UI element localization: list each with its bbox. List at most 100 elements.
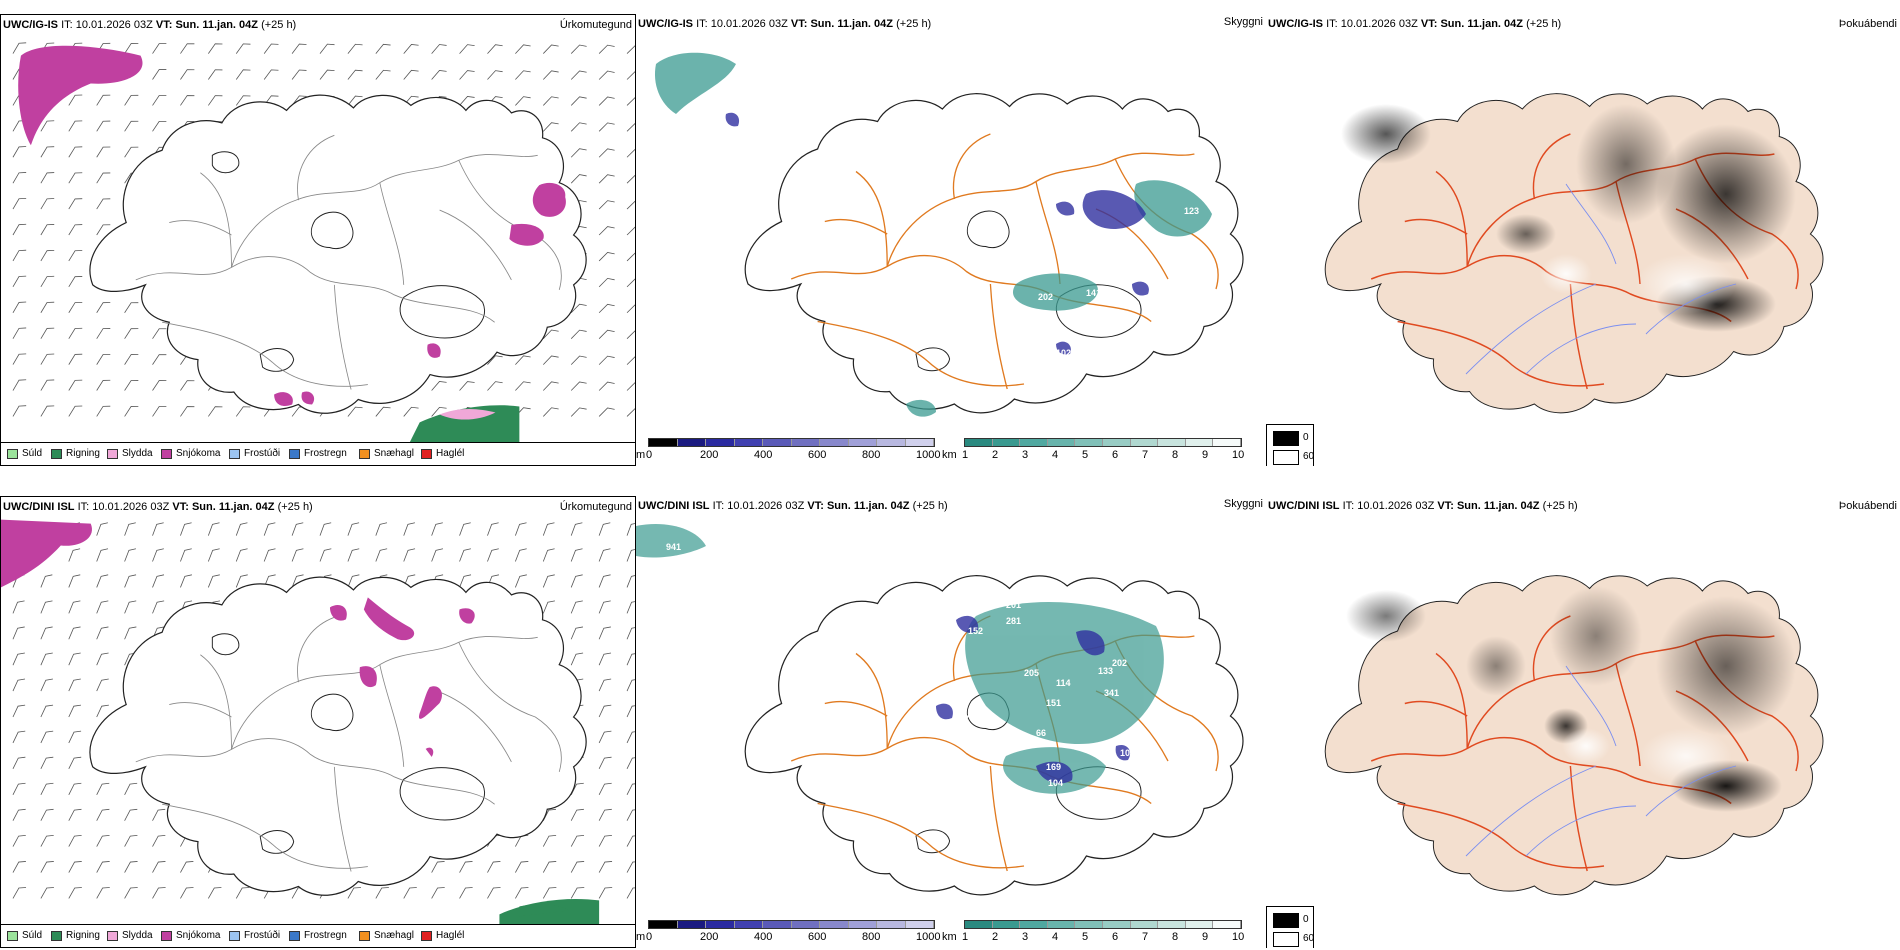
ceiling-value-label: 95 [684, 106, 694, 116]
wind-barb [515, 522, 527, 536]
wind-barb [96, 626, 109, 640]
wind-barb [96, 834, 110, 847]
panel-title: Þokuábendi [1838, 500, 1897, 512]
wind-barb [570, 574, 583, 588]
wind-barb [40, 146, 55, 158]
legend-item-snjókoma: Snjókoma [161, 930, 220, 941]
wind-barb [96, 704, 109, 718]
wind-barb [459, 522, 471, 536]
wind-barb [68, 887, 82, 899]
wind-barb [375, 406, 391, 417]
ceiling-value-label: 117 [1126, 760, 1141, 770]
wind-barb [347, 69, 363, 80]
visibility-map: 145 95 48 55 123 202 141 73 102 [654, 48, 1244, 417]
wind-barb [40, 730, 54, 744]
wind-barb [626, 730, 635, 744]
wind-barb [598, 704, 612, 718]
wind-barb [626, 861, 635, 873]
wind-barb [487, 861, 501, 873]
ceiling-value-label: 169 [1046, 762, 1061, 772]
wind-barb [570, 834, 585, 847]
wind-barb [431, 548, 444, 562]
wind-barb [180, 69, 195, 80]
legend-label: Rigning [66, 930, 100, 941]
colorbar-tick: 6 [1112, 449, 1119, 461]
rivers [1465, 183, 1737, 375]
wind-barb [626, 756, 635, 770]
fog-legend-low: 0 [1303, 914, 1309, 925]
precip-type-panel-row1: UWC/IG-IS IT: 10.01.2026 03Z VT: Sun. 11… [0, 14, 636, 466]
colorbar-tick: 1 [962, 449, 969, 461]
wind-barb [40, 808, 54, 821]
wind-barb [40, 172, 55, 184]
wind-barb [40, 353, 55, 365]
fog-intensity [1341, 104, 1796, 332]
wind-barb [40, 574, 53, 588]
ceiling-value-label: 202 [1112, 658, 1127, 668]
wind-barb [515, 70, 531, 80]
wind-barb [180, 548, 192, 562]
wind-barb [152, 548, 164, 562]
wind-barb [68, 353, 83, 365]
wind-barb [12, 834, 26, 847]
wind-barb [12, 197, 27, 210]
wind-barb [12, 275, 27, 288]
legend-item-rigning: Rigning [51, 448, 100, 459]
visibility-unit: km [942, 931, 957, 943]
wind-barb [403, 548, 416, 562]
fog-map [1324, 93, 1824, 414]
wind-barb [626, 834, 635, 847]
wind-barb [152, 380, 167, 391]
wind-barb [459, 548, 471, 562]
wind-barb [12, 405, 27, 417]
panel-header: UWC/DINI ISL IT: 10.01.2026 03Z VT: Sun.… [3, 501, 632, 513]
wind-barb [570, 887, 585, 899]
wind-barb [626, 174, 635, 184]
ceiling-value-label: 152 [968, 626, 983, 636]
wind-barb [459, 70, 475, 80]
wind-barb [12, 353, 27, 365]
wind-barb [12, 782, 26, 795]
wind-barb [124, 120, 139, 132]
wind-barb [96, 782, 110, 795]
wind-barb [124, 834, 138, 847]
wind-barb [152, 69, 167, 80]
wind-barb [570, 70, 587, 80]
wind-barb [570, 355, 587, 365]
colorbar-tick: 7 [1142, 931, 1149, 943]
wind-barb [207, 887, 222, 899]
wind-barb [124, 302, 139, 313]
snow-areas [18, 45, 566, 407]
ceiling-colorbar: m 0 200 400 600 800 1000 [636, 438, 940, 466]
wind-barb [403, 44, 419, 54]
wind-barb [235, 574, 248, 588]
wind-barb [124, 574, 137, 588]
wind-barb [431, 44, 447, 54]
wind-barb [291, 522, 304, 536]
wind-barb [626, 652, 635, 666]
wind-barb [12, 301, 27, 313]
wind-barb [347, 43, 363, 54]
wind-barb [235, 887, 250, 899]
wind-barb [96, 652, 109, 666]
wind-barb [124, 782, 138, 795]
panel-title: Þokuábendi [1838, 18, 1897, 30]
wind-barb [96, 172, 111, 184]
panel-header: UWC/DINI ISL IT: 10.01.2026 03Z VT: Sun.… [1268, 500, 1897, 512]
wind-barb [570, 407, 587, 417]
wind-barb [542, 600, 555, 614]
wind-barb [180, 861, 194, 873]
snow-areas [1, 519, 475, 757]
legend-label: Snjókoma [176, 930, 221, 941]
wind-barb [96, 198, 111, 210]
wind-barb [68, 652, 81, 666]
wind-barb [263, 69, 279, 80]
legend-swatch [107, 448, 118, 459]
wind-barb [570, 174, 587, 184]
wind-barb [543, 44, 559, 54]
precip-type-panel-row2: UWC/DINI ISL IT: 10.01.2026 03Z VT: Sun.… [0, 496, 636, 948]
wind-barb [291, 69, 307, 80]
fog-legend: 0 60 [1266, 424, 1314, 466]
colorbar-tick: 200 [700, 931, 719, 943]
wind-barb [487, 44, 503, 54]
